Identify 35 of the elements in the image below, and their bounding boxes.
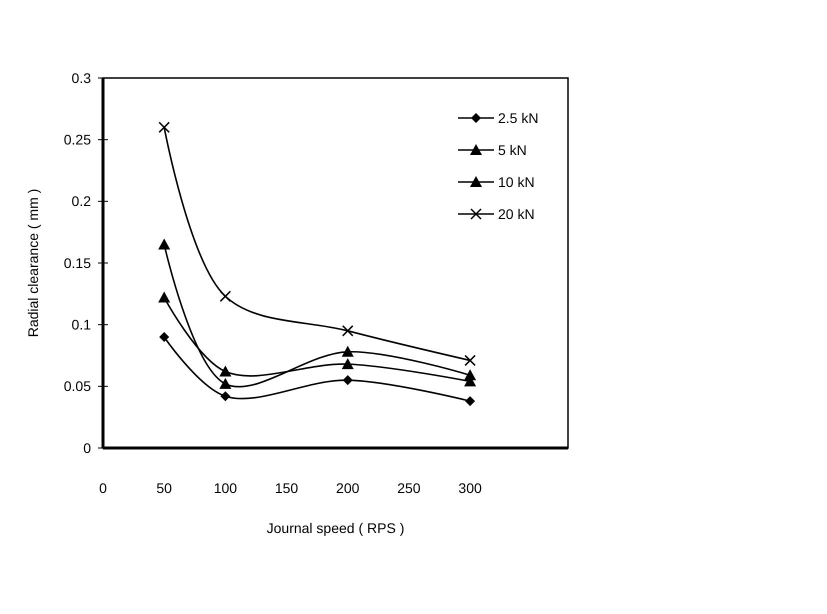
legend-label: 10 kN: [498, 174, 535, 190]
point: [342, 325, 354, 337]
x-tick-label: 150: [274, 480, 298, 496]
point: [464, 369, 476, 380]
x-tick-label: 250: [397, 480, 421, 496]
legend-label: 20 kN: [498, 206, 535, 222]
point: [465, 396, 476, 406]
y-tick-label: 0: [83, 440, 92, 456]
x-tick-label: 100: [214, 480, 238, 496]
point: [464, 354, 476, 366]
point: [342, 375, 353, 386]
y-tick-label: 0.15: [64, 254, 92, 271]
x-tick-label: 0: [99, 480, 108, 496]
legend-label: 2.5 kN: [498, 110, 538, 126]
point: [342, 346, 354, 357]
y-tick-label: 0.1: [72, 316, 92, 333]
point: [159, 332, 170, 342]
point: [158, 122, 170, 134]
x-tick-label: 300: [458, 480, 482, 496]
point: [342, 358, 354, 370]
point: [219, 366, 232, 377]
point: [220, 391, 230, 402]
point: [219, 378, 232, 389]
legend-label: 5 kN: [498, 142, 527, 158]
y-tick-label: 0.2: [72, 193, 92, 210]
point: [220, 290, 232, 302]
x-axis-title: Journal speed ( RPS ): [266, 520, 404, 536]
y-tick-label: 0.05: [64, 378, 92, 394]
x-tick-label: 50: [156, 480, 172, 496]
y-tick-label: 0.3: [72, 70, 92, 86]
y-tick-label: 0.25: [64, 132, 92, 148]
point: [158, 238, 170, 250]
point: [158, 292, 170, 303]
y-axis-title: Radial clearance ( mm ): [25, 188, 41, 338]
x-tick-label: 200: [336, 480, 360, 496]
